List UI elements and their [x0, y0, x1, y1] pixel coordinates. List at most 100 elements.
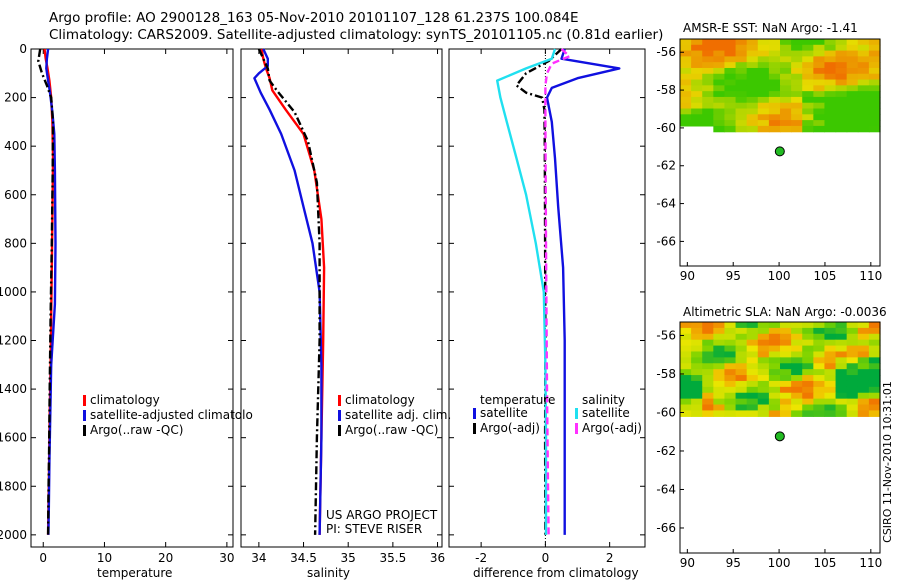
heatmap-cell — [802, 85, 814, 92]
heatmap-cell — [768, 375, 781, 382]
heatmap-cell — [768, 85, 781, 92]
heatmap-cell — [746, 392, 759, 400]
heatmap-cell — [691, 85, 703, 92]
heatmap-cell — [857, 357, 870, 364]
heatmap-cell — [780, 114, 792, 121]
heatmap-cell — [813, 67, 826, 75]
x-tick-label: 35.5 — [380, 551, 407, 565]
heatmap-cell — [868, 62, 881, 69]
heatmap-cell — [835, 56, 848, 63]
heatmap-cell — [857, 410, 870, 417]
heatmap-cell — [813, 91, 826, 98]
heatmap-cell — [746, 404, 759, 412]
y-tick-label: 1200 — [0, 334, 27, 348]
heatmap-cell — [735, 363, 748, 370]
y-tick-label: 1800 — [0, 479, 27, 493]
heatmap-cell — [780, 327, 792, 335]
heatmap-cell — [691, 369, 703, 376]
heatmap-cell — [713, 50, 726, 57]
heatmap-cell — [680, 120, 692, 127]
heatmap-cell — [835, 44, 848, 52]
heatmap-cell — [802, 73, 814, 81]
heatmap-cell — [791, 345, 803, 353]
heatmap-cell — [780, 108, 792, 115]
heatmap-cell — [735, 108, 748, 115]
heatmap-cell — [680, 363, 692, 370]
heatmap-cell — [746, 79, 759, 86]
heatmap-cell — [746, 351, 759, 358]
heatmap-cell — [802, 91, 814, 98]
heatmap-cell — [780, 91, 792, 98]
heatmap-cell — [735, 380, 748, 388]
x-tick-label: 110 — [859, 269, 882, 283]
heatmap-cell — [724, 363, 737, 370]
heatmap-cell — [846, 327, 859, 335]
header-line-1: Argo profile: AO 2900128_163 05-Nov-2010… — [49, 10, 579, 26]
heatmap-cell — [713, 380, 726, 388]
y-tick-label: 400 — [4, 139, 27, 153]
heatmap-cell — [746, 398, 759, 406]
heatmap-cell — [746, 120, 759, 127]
heatmap-cell — [791, 102, 803, 110]
heatmap-cell — [780, 392, 792, 400]
heatmap-cell — [724, 410, 737, 417]
heatmap-cell — [691, 375, 703, 382]
heatmap-cell — [835, 91, 848, 98]
heatmap-cell — [824, 91, 837, 98]
heatmap-cell — [768, 73, 781, 81]
heatmap-cell — [746, 386, 759, 394]
heatmap-cell — [691, 333, 703, 341]
heatmap-cell — [824, 73, 837, 81]
heatmap-cell — [691, 351, 703, 358]
heatmap-cell — [813, 345, 826, 353]
heatmap-cell — [724, 56, 737, 63]
heatmap-cell — [724, 44, 737, 52]
heatmap-cell — [713, 85, 726, 92]
heatmap-cell — [691, 339, 703, 347]
heatmap-cell — [824, 398, 837, 406]
heatmap-cell — [691, 357, 703, 364]
heatmap-cell — [813, 50, 826, 57]
x-axis-label: salinity — [307, 566, 350, 580]
heatmap-cell — [724, 380, 737, 388]
heatmap-cell — [791, 380, 803, 388]
heatmap-cell — [691, 67, 703, 75]
heatmap-cell — [702, 392, 714, 400]
difference-legend-item-swatch — [575, 423, 578, 434]
heatmap-cell — [768, 44, 781, 52]
heatmap-cell — [791, 375, 803, 382]
heatmap-cell — [802, 39, 814, 46]
heatmap-cell — [868, 345, 881, 353]
y-tick-label: -58 — [656, 367, 676, 381]
heatmap-cell — [724, 404, 737, 412]
heatmap-cell — [702, 322, 714, 329]
heatmap-cell — [702, 96, 714, 104]
heatmap-cell — [780, 345, 792, 353]
heatmap-cell — [768, 404, 781, 412]
difference-legend-item-label: satellite — [480, 406, 528, 420]
heatmap-cell — [835, 96, 848, 104]
heatmap-cell — [857, 404, 870, 412]
heatmap-cell — [735, 404, 748, 412]
heatmap-cell — [824, 96, 837, 104]
heatmap-cell — [746, 363, 759, 370]
heatmap-cell — [702, 398, 714, 406]
salinity-legend-item-swatch — [338, 410, 341, 421]
heatmap-cell — [846, 91, 859, 98]
y-tick-label: 1000 — [0, 285, 27, 299]
x-tick-label: 0 — [39, 551, 47, 565]
heatmap-cell — [846, 404, 859, 412]
heatmap-cell — [835, 404, 848, 412]
heatmap-cell — [768, 392, 781, 400]
difference-legend-item-swatch — [473, 408, 476, 419]
heatmap-cell — [746, 73, 759, 81]
temperature-legend-item-swatch — [83, 395, 86, 406]
heatmap-cell — [768, 120, 781, 127]
y-tick-label: -56 — [656, 45, 676, 59]
heatmap-cell — [680, 67, 692, 75]
heatmap-cell — [680, 369, 692, 376]
heatmap-cell — [813, 363, 826, 370]
heatmap-cell — [724, 369, 737, 376]
heatmap-cell — [846, 369, 859, 376]
heatmap-cell — [857, 108, 870, 115]
